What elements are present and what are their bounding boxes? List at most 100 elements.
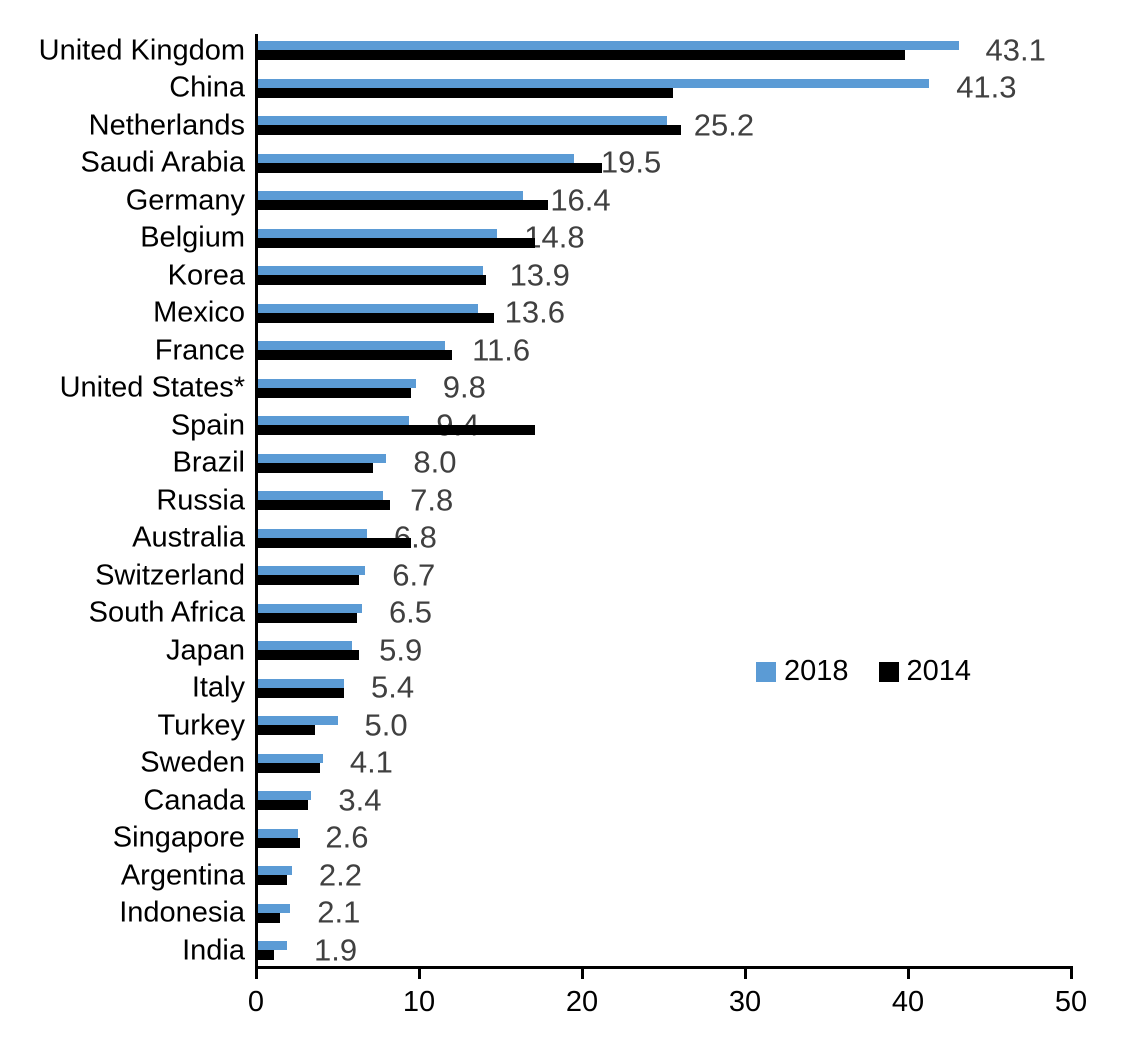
legend: 2018 2014 [756, 657, 971, 686]
x-tick-50 [1070, 969, 1073, 979]
category-label-switzerland: Switzerland [95, 559, 245, 591]
bar-2018-switzerland [256, 566, 366, 575]
bar-2014-argentina [256, 875, 287, 885]
category-label-saudi-arabia: Saudi Arabia [80, 146, 245, 179]
legend-entry-2014: 2014 [878, 655, 972, 687]
category-label-belgium: Belgium [140, 221, 245, 254]
category-label-russia: Russia [156, 484, 245, 516]
x-tick-label-10: 10 [402, 986, 436, 1018]
bar-2018-united-states [256, 378, 416, 388]
x-tick-20 [581, 969, 584, 979]
bar-2014-switzerland [256, 575, 359, 585]
bar-2014-china [256, 87, 674, 98]
bar-2014-united-states [256, 387, 411, 398]
legend-label-2014: 2014 [906, 655, 972, 687]
data-label-mexico: 13.6 [504, 294, 566, 330]
x-tick-0 [255, 969, 258, 979]
bar-2014-singapore [256, 837, 300, 848]
data-label-netherlands: 25.2 [693, 107, 755, 142]
category-label-korea: Korea [167, 259, 245, 291]
category-label-argentina: Argentina [120, 859, 245, 891]
bar-2014-spain [256, 425, 535, 435]
x-tick-label-50: 50 [1054, 986, 1088, 1018]
data-label-united-kingdom: 43.1 [985, 32, 1046, 67]
data-label-switzerland: 6.7 [392, 557, 436, 592]
data-label-indonesia: 2.1 [317, 894, 361, 930]
category-label-indonesia: Indonesia [119, 896, 245, 929]
bar-2018-japan [256, 641, 353, 650]
legend-swatch-2018 [756, 661, 776, 682]
bar-2014-korea [256, 275, 486, 285]
data-label-turkey: 5.0 [364, 707, 408, 742]
category-label-canada: Canada [143, 784, 245, 816]
data-label-argentina: 2.2 [318, 857, 362, 892]
bar-2018-sweden [256, 753, 323, 763]
bar-2014-japan [256, 650, 359, 660]
data-label-sweden: 4.1 [349, 744, 393, 780]
bar-2014-netherlands [256, 125, 682, 135]
category-label-south-africa: South Africa [88, 596, 245, 629]
data-label-brazil: 8.0 [413, 444, 457, 480]
category-label-germany: Germany [125, 184, 245, 216]
data-label-china: 41.3 [956, 69, 1017, 105]
bar-2018-united-kingdom [256, 41, 959, 50]
bar-2018-russia [256, 491, 384, 500]
category-label-france: France [154, 334, 245, 366]
bar-2014-saudi-arabia [256, 162, 602, 173]
bar-2018-belgium [256, 228, 498, 238]
category-label-spain: Spain [170, 409, 245, 441]
data-label-united-states: 9.8 [442, 369, 486, 405]
data-label-italy: 5.4 [371, 669, 415, 705]
data-label-japan: 5.9 [379, 632, 423, 667]
bar-2014-brazil [256, 462, 374, 473]
legend-swatch-2014 [878, 661, 899, 682]
x-tick-label-30: 30 [728, 986, 762, 1018]
bar-2018-italy [256, 678, 345, 688]
category-label-italy: Italy [191, 671, 245, 704]
bar-2018-china [256, 78, 930, 88]
data-label-south-africa: 6.5 [388, 594, 433, 630]
bar-2014-indonesia [256, 912, 281, 923]
bar-2014-russia [256, 500, 390, 510]
bar-2014-south-africa [256, 612, 358, 623]
category-label-japan: Japan [165, 634, 245, 666]
category-label-india: India [182, 934, 245, 966]
data-label-india: 1.9 [313, 932, 358, 967]
bar-2014-france [256, 350, 452, 360]
category-label-china: China [169, 71, 245, 104]
bar-2014-india [256, 950, 274, 960]
bar-2018-korea [256, 266, 483, 275]
bar-2014-belgium [256, 237, 535, 248]
bar-2014-sweden [256, 762, 320, 773]
bar-2018-turkey [256, 716, 338, 725]
bar-2014-italy [256, 687, 345, 698]
x-tick-label-0: 0 [247, 986, 265, 1018]
bar-2014-turkey [256, 725, 315, 735]
category-label-turkey: Turkey [157, 709, 245, 741]
data-label-canada: 3.4 [338, 782, 382, 817]
x-tick-label-40: 40 [891, 986, 925, 1018]
category-label-netherlands: Netherlands [88, 109, 245, 141]
bar-2014-canada [256, 800, 309, 810]
bar-2014-united-kingdom [256, 50, 905, 60]
bar-2018-argentina [256, 866, 292, 875]
bar-2018-indonesia [256, 903, 291, 913]
legend-entry-2018: 2018 [756, 657, 849, 686]
category-label-australia: Australia [132, 521, 245, 554]
category-label-brazil: Brazil [172, 446, 245, 479]
bar-2018-singapore [256, 828, 299, 838]
bar-2014-mexico [256, 312, 494, 323]
category-label-singapore: Singapore [112, 821, 245, 854]
x-axis-line [255, 966, 1073, 969]
data-label-germany: 16.4 [550, 182, 611, 217]
data-label-russia: 7.8 [410, 482, 454, 517]
x-tick-30 [744, 969, 747, 979]
data-label-france: 11.6 [472, 332, 531, 367]
bar-2018-india [256, 941, 287, 950]
bar-2014-australia [256, 537, 411, 548]
legend-label-2018: 2018 [784, 655, 849, 687]
y-axis-line [255, 34, 258, 969]
bar-2018-saudi-arabia [256, 153, 574, 163]
category-label-united-states: United States* [59, 371, 245, 404]
